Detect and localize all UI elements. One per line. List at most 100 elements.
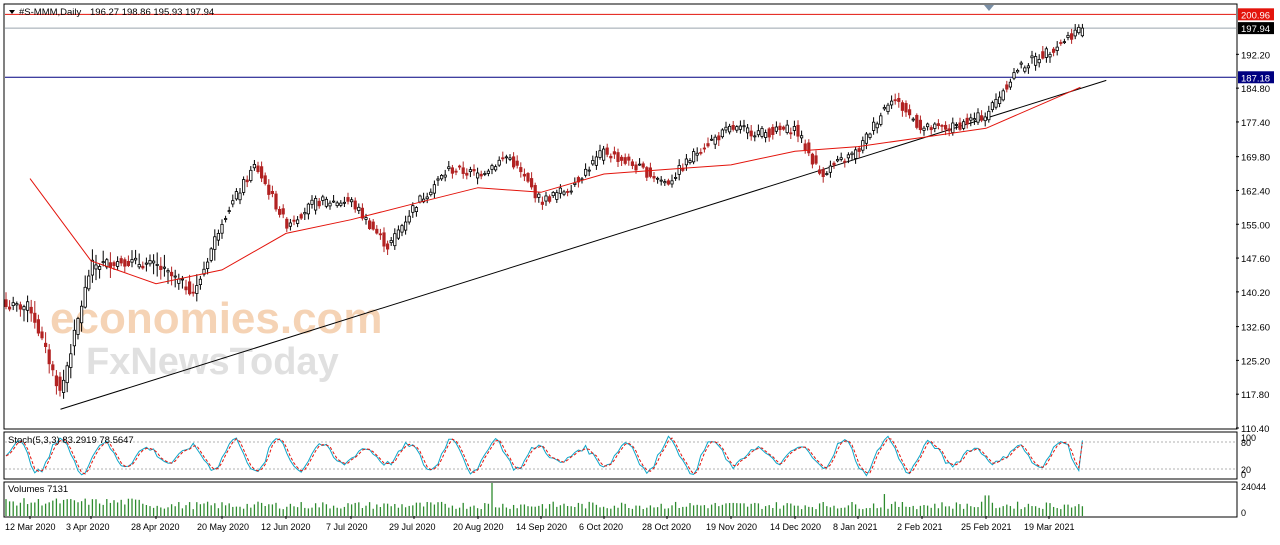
candle-body xyxy=(36,319,41,334)
date-tick-label: 14 Dec 2020 xyxy=(770,522,821,532)
candle-body xyxy=(155,264,159,266)
candle-body xyxy=(80,305,84,324)
candle-body xyxy=(825,173,829,175)
candle-body xyxy=(972,118,977,121)
candle-body xyxy=(4,299,8,307)
candle-body xyxy=(609,155,613,159)
candle-body xyxy=(594,156,599,166)
support-price-label: 187.18 xyxy=(1241,73,1270,84)
candle-body xyxy=(666,180,671,185)
candle-body xyxy=(688,160,692,164)
candle-body xyxy=(522,173,527,177)
candle-body xyxy=(342,201,347,204)
candle-body xyxy=(1016,70,1020,73)
candle-body xyxy=(241,179,246,193)
candle-body xyxy=(526,173,530,182)
candle-body xyxy=(1001,90,1005,101)
price-tick-label: 192.20 xyxy=(1241,50,1270,61)
candle-body xyxy=(1052,48,1056,53)
candle-body xyxy=(123,259,127,267)
candle-body xyxy=(367,220,372,230)
candle-body xyxy=(159,265,163,270)
price-pane[interactable] xyxy=(4,13,1236,410)
candle-body xyxy=(814,155,818,164)
candle-body xyxy=(396,229,401,239)
candle-body xyxy=(98,266,102,270)
candle-body xyxy=(692,151,696,163)
candle-body xyxy=(133,257,138,261)
candle-body xyxy=(331,200,336,203)
candle-body xyxy=(774,126,779,132)
resistance-price-label: 200.96 xyxy=(1241,10,1270,21)
candle-body xyxy=(22,306,26,311)
candle-body xyxy=(1023,67,1027,72)
ascending-trend-line[interactable] xyxy=(60,79,1107,410)
candle-body xyxy=(1034,56,1038,66)
candle-body xyxy=(385,243,390,250)
candle-body xyxy=(213,236,217,250)
moving-average-line[interactable] xyxy=(29,86,1081,285)
candle-body xyxy=(659,179,663,182)
candle-body xyxy=(882,107,887,110)
candle-body xyxy=(270,190,275,195)
candle-body xyxy=(990,102,995,111)
candle-body xyxy=(209,248,213,261)
candle-body xyxy=(299,214,303,219)
candle-body xyxy=(641,163,645,168)
candle-body xyxy=(749,130,753,137)
candle-body xyxy=(713,136,717,145)
pane-frames xyxy=(3,3,1238,518)
candle-body xyxy=(501,157,505,160)
candle-body xyxy=(54,375,59,387)
candle-body xyxy=(537,193,541,198)
candle-body xyxy=(234,191,238,200)
candle-body xyxy=(548,196,552,202)
current-price-label-bg xyxy=(1238,22,1274,35)
candle-body xyxy=(429,191,433,196)
candle-body xyxy=(1044,48,1048,58)
candle-body xyxy=(630,161,635,166)
candle-body xyxy=(256,165,260,172)
candle-body xyxy=(911,118,915,121)
volume-pane[interactable] xyxy=(5,483,1084,516)
candle-body xyxy=(648,167,653,177)
candle-body xyxy=(274,193,278,210)
candle-body xyxy=(933,123,937,129)
volume-pane-frame xyxy=(3,481,1238,518)
candle-body xyxy=(566,191,570,193)
candle-body xyxy=(177,278,181,284)
candle-body xyxy=(944,124,948,130)
candle-body xyxy=(850,152,854,156)
price-tick-label: 184.80 xyxy=(1241,84,1270,95)
candle-body xyxy=(958,122,962,130)
candle-body xyxy=(425,196,429,200)
candle-body xyxy=(573,182,577,185)
candle-body xyxy=(414,207,419,212)
candle-body xyxy=(724,126,728,131)
date-tick-label: 25 Feb 2021 xyxy=(961,522,1012,532)
stoch-signal-line[interactable] xyxy=(5,437,1083,475)
candle-body xyxy=(339,202,343,206)
candle-body xyxy=(710,138,714,141)
stoch-main-line[interactable] xyxy=(5,435,1083,477)
date-tick-label: 19 Mar 2021 xyxy=(1024,522,1075,532)
candle-body xyxy=(954,124,959,126)
candle-body xyxy=(447,166,451,170)
candle-body xyxy=(173,275,177,278)
candle-body xyxy=(947,128,951,132)
candle-body xyxy=(18,304,23,310)
candle-body xyxy=(983,116,987,122)
candle-body xyxy=(1008,81,1013,88)
candle-body xyxy=(828,165,833,173)
chart-shift-marker-icon[interactable] xyxy=(984,5,994,11)
candle-body xyxy=(450,167,455,174)
candle-body xyxy=(144,262,148,265)
candle-body xyxy=(202,268,206,275)
chart-menu-triangle-icon[interactable] xyxy=(9,10,15,14)
candle-body xyxy=(87,275,91,290)
candle-body xyxy=(497,159,501,166)
stochastic-pane[interactable] xyxy=(5,435,1236,477)
candle-body xyxy=(119,258,123,264)
